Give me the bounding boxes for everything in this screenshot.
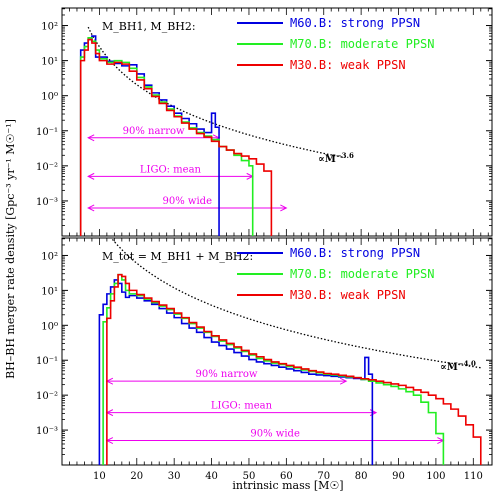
- x-tick-label: 40: [205, 471, 218, 482]
- panel-corner-label: M_BH1, M_BH2:: [102, 20, 196, 33]
- x-tick-label: 50: [243, 471, 256, 482]
- legend-label: M70.B: moderate PPSN: [290, 267, 435, 281]
- panel-top: 10⁻³ 10⁻² 10⁻¹ 10⁰ 10¹ 10² ∝M−3.6 90% narrow LIG…: [36, 8, 492, 236]
- x-tick-label: 20: [130, 471, 143, 482]
- legend-label: M70.B: moderate PPSN: [290, 37, 435, 51]
- legend-label: M60.B: strong PPSN: [290, 16, 420, 30]
- x-tick-label: 90: [392, 471, 405, 482]
- y-tick-label: 10⁻³: [36, 426, 58, 437]
- panel-corner-label: M_tot = M_BH1 + M_BH2:: [102, 250, 253, 263]
- x-tick-label: 110: [464, 471, 483, 482]
- x-tick-label: 80: [355, 471, 368, 482]
- y-tick-label: 10¹: [41, 57, 58, 68]
- y-tick-label: 10²: [41, 22, 58, 33]
- y-tick-label: 10⁰: [41, 92, 58, 103]
- x-tick-label: 100: [426, 471, 445, 482]
- fit-label: ∝M−3.6: [318, 151, 354, 165]
- y-axis-label: BH–BH merger rate density [Gpc⁻³ yr⁻¹ M☉…: [4, 119, 17, 379]
- range-label: LIGO: mean: [211, 401, 273, 412]
- y-tick-label: 10⁻³: [36, 197, 58, 208]
- y-tick-label: 10²: [41, 251, 58, 262]
- fit-label: ∝M−4.0: [440, 359, 476, 373]
- y-tick-label: 10⁰: [41, 321, 58, 332]
- legend-label: M30.B: weak PPSN: [290, 58, 406, 72]
- panel-bottom: 10⁻³ 10⁻² 10⁻¹ 10⁰ 10¹ 10² 10 20 30 40 50 60 70 80 90 1…: [36, 238, 492, 482]
- range-label: 90% narrow: [123, 126, 185, 137]
- x-tick-label: 70: [317, 471, 330, 482]
- y-tick-label: 10⁻²: [36, 391, 58, 402]
- x-tick-label: 30: [168, 471, 181, 482]
- x-tick-label: 10: [93, 471, 106, 482]
- x-tick-label: 60: [280, 471, 293, 482]
- range-label: 90% wide: [250, 429, 300, 440]
- y-tick-label: 10⁻¹: [36, 356, 58, 367]
- range-label: 90% wide: [163, 196, 213, 207]
- legend-label: M60.B: strong PPSN: [290, 246, 420, 260]
- y-tick-label: 10¹: [41, 286, 58, 297]
- y-tick-label: 10⁻¹: [36, 127, 58, 138]
- range-label: 90% narrow: [196, 369, 258, 380]
- legend-label: M30.B: weak PPSN: [290, 288, 406, 302]
- y-tick-label: 10⁻²: [36, 162, 58, 173]
- range-label: LIGO: mean: [140, 164, 202, 175]
